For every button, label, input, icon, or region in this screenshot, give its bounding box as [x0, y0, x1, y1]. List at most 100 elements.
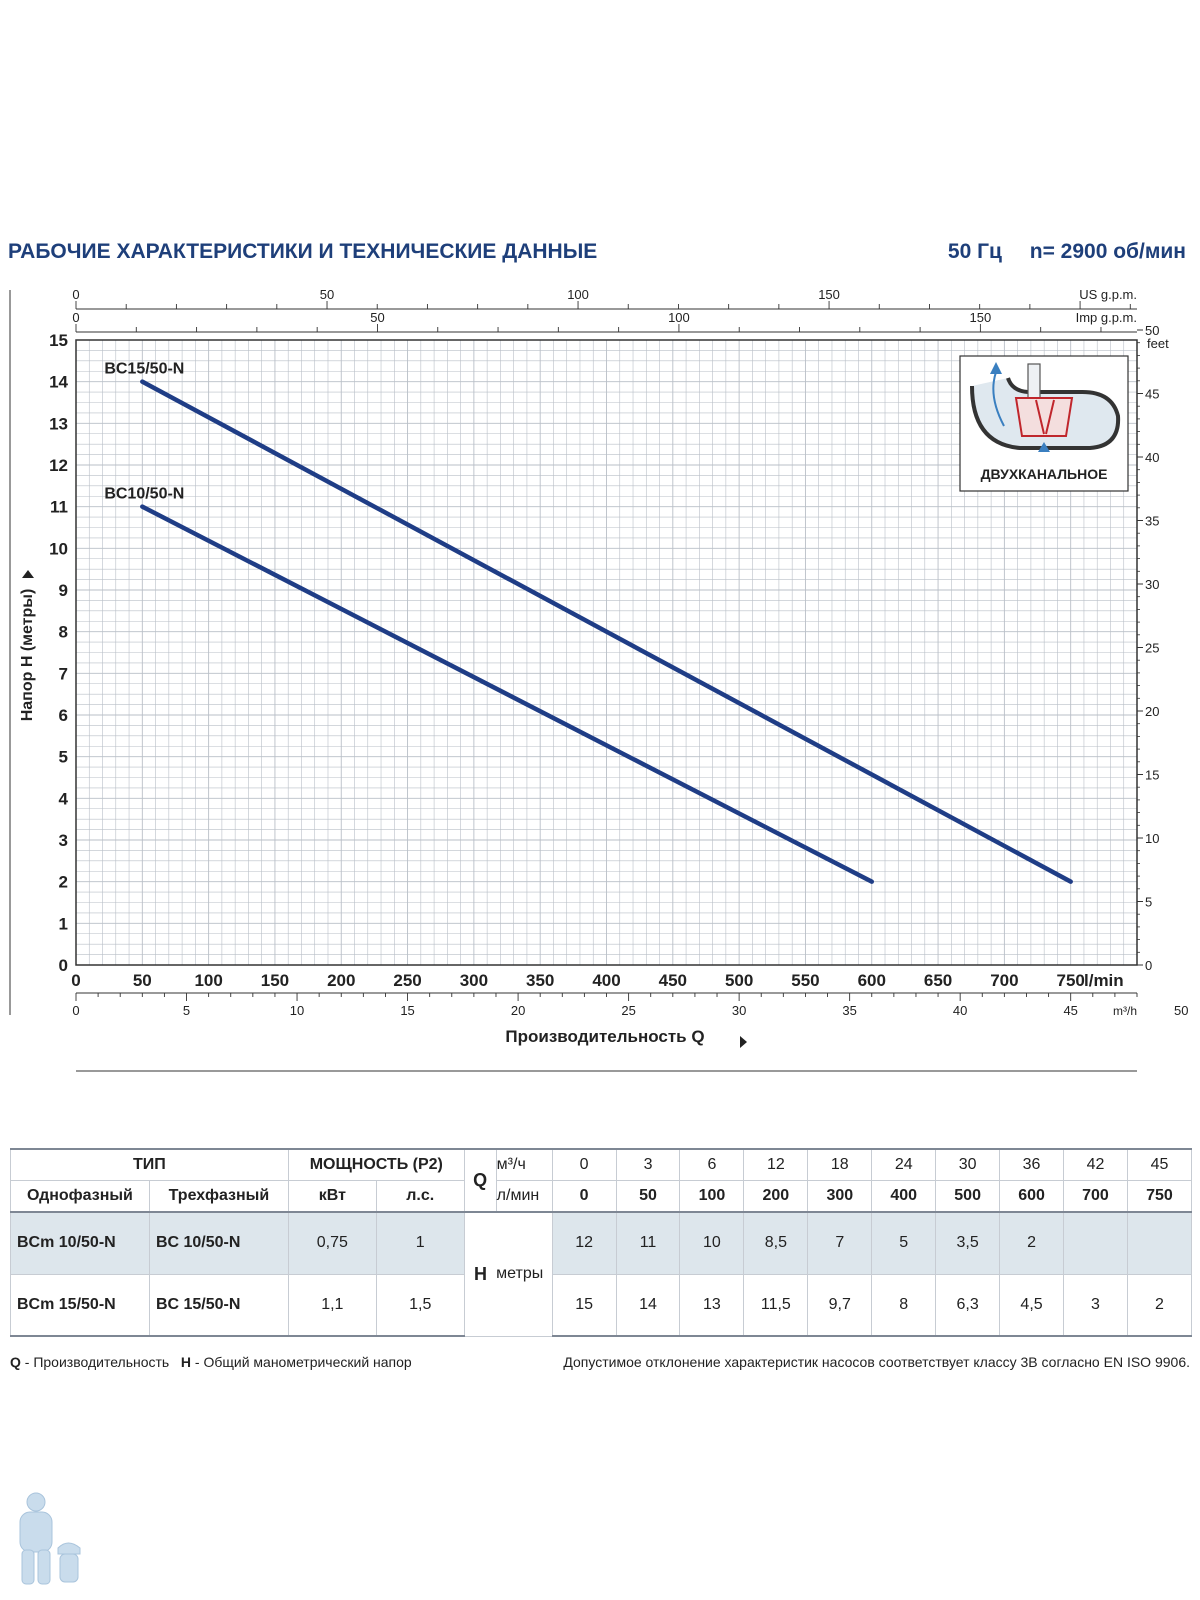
q-m3h-cell: 0: [551, 1148, 617, 1181]
model-single-phase: BCm 15/50-N: [10, 1273, 150, 1337]
q-lmin-cell: 500: [935, 1180, 1001, 1213]
head-cell: 10: [679, 1211, 745, 1275]
x-tick-label: 600: [858, 971, 886, 990]
kw-header: кВт: [287, 1180, 377, 1213]
y-tick-label: 14: [49, 373, 68, 392]
imp-gpm-label: Imp g.p.m.: [1076, 310, 1137, 325]
head-cell: 11,5: [743, 1273, 809, 1337]
h-unit: метры: [496, 1211, 553, 1337]
m3h-tick-label: 35: [842, 1003, 856, 1018]
footnote-q-key: Q: [10, 1354, 21, 1370]
series-label: BC10/50-N: [104, 486, 184, 503]
footnote-q-text: - Производительность: [20, 1354, 170, 1370]
m3h-tick-label: 20: [511, 1003, 525, 1018]
x-tick-label: 300: [460, 971, 488, 990]
head-cell: 2: [999, 1211, 1065, 1275]
head-cell: 8,5: [743, 1211, 809, 1275]
h-label: H: [463, 1211, 497, 1337]
x-unit-label: l/min: [1084, 971, 1124, 990]
x-tick-label: 150: [261, 971, 289, 990]
q-lmin-cell: 750: [1126, 1180, 1193, 1213]
footnote-legend: Q - Производительность H - Общий маномет…: [10, 1354, 412, 1370]
head-cell: 4,5: [999, 1273, 1065, 1337]
head-cell: 6,3: [935, 1273, 1001, 1337]
y-tick-label: 6: [59, 706, 68, 725]
m3h-unit-label: m³/h: [1113, 1004, 1137, 1018]
imp-gpm-tick-label: 150: [970, 310, 992, 325]
q-m3h-cell: 30: [935, 1148, 1001, 1181]
y-tick-label: 15: [49, 331, 68, 350]
y-tick-label: 10: [49, 539, 68, 558]
x-tick-label: 500: [725, 971, 753, 990]
type-header: ТИП: [10, 1148, 289, 1181]
us-gpm-tick-label: 0: [72, 287, 79, 302]
feet-tick-label: 40: [1145, 450, 1159, 465]
footnote-h-key: H: [180, 1354, 192, 1370]
series-line-BC15/50-N: [140, 379, 1073, 884]
head-cell: 3,5: [935, 1211, 1001, 1275]
y-axis-title: Напор H (метры): [19, 589, 36, 722]
q-lmin-cell: 600: [999, 1180, 1065, 1213]
q-m3h-cell: 45: [1126, 1148, 1193, 1181]
head-cell: 13: [679, 1273, 745, 1337]
feet-tick-label: 30: [1145, 577, 1159, 592]
q-lmin-cell: 50: [615, 1180, 681, 1213]
q-lmin-cell: 700: [1063, 1180, 1128, 1213]
us-gpm-label: US g.p.m.: [1079, 287, 1137, 302]
y-tick-label: 1: [59, 914, 68, 933]
imp-gpm-tick-label: 50: [370, 310, 384, 325]
feet-tick-label: 15: [1145, 768, 1159, 783]
model-single-phase: BCm 10/50-N: [10, 1211, 150, 1275]
table-row: BCm 15/50-N BC 15/50-N 1,1 1,5 15 14 13 …: [10, 1273, 1193, 1337]
q-m3h-cell: 18: [807, 1148, 873, 1181]
series-line-BC10/50-N: [140, 504, 874, 884]
x-tick-label: 350: [526, 971, 554, 990]
technical-data-table: ТИП МОЩНОСТЬ (P2) Q м³/ч 0 3 6 12 18 24 …: [10, 1148, 1193, 1337]
feet-tick-label: 5: [1145, 895, 1152, 910]
model-three-phase: BC 10/50-N: [148, 1211, 289, 1275]
y-tick-label: 0: [59, 956, 68, 975]
q-m3h-cell: 6: [679, 1148, 745, 1181]
x-tick-label: 750: [1057, 971, 1085, 990]
m3h-tick-label: 40: [953, 1003, 967, 1018]
speed-spec: 50 Гц n= 2900 об/мин: [926, 240, 1186, 264]
table-header-row-1: ТИП МОЩНОСТЬ (P2) Q м³/ч 0 3 6 12 18 24 …: [10, 1148, 1193, 1213]
footnote-h-text: - Общий манометрический напор: [191, 1354, 412, 1370]
hp-header: л.с.: [375, 1180, 465, 1213]
y-tick-label: 4: [59, 789, 69, 808]
x-tick-label: 400: [592, 971, 620, 990]
m3h-tick-label: 30: [732, 1003, 746, 1018]
m3h-tick-label: 0: [72, 1003, 79, 1018]
head-cell: 15: [551, 1273, 617, 1337]
inset-label: ДВУХКАНАЛЬНОЕ: [981, 466, 1108, 482]
imp-gpm-tick-label: 0: [72, 310, 79, 325]
x-tick-label: 700: [990, 971, 1018, 990]
frequency-label: 50 Гц: [947, 240, 1002, 263]
head-cell: 7: [807, 1211, 873, 1275]
x-tick-label: 0: [71, 971, 80, 990]
power-hp: 1: [375, 1211, 465, 1275]
y-tick-label: 5: [59, 748, 68, 767]
flow-arrow-icon: [992, 371, 1005, 427]
m3h-unit: м³/ч: [495, 1148, 553, 1181]
q-lmin-cell: 100: [679, 1180, 745, 1213]
head-cell: 3: [1063, 1273, 1128, 1337]
m3h-tick-label: 10: [290, 1003, 304, 1018]
y-tick-label: 3: [59, 831, 68, 850]
x-tick-label: 250: [393, 971, 421, 990]
head-cell: [1063, 1211, 1128, 1275]
m3h-tick-label: 50: [1174, 1003, 1188, 1018]
q-label: Q: [463, 1148, 497, 1213]
x-tick-label: 50: [133, 971, 152, 990]
q-lmin-cell: 200: [743, 1180, 809, 1213]
y-tick-label: 7: [59, 664, 68, 683]
m3h-tick-label: 15: [400, 1003, 414, 1018]
us-gpm-tick-label: 50: [320, 287, 334, 302]
y-tick-label: 2: [59, 873, 68, 892]
x-tick-label: 550: [791, 971, 819, 990]
y-tick-label: 12: [49, 456, 68, 475]
y-tick-label: 11: [50, 498, 68, 517]
head-cell: [1126, 1211, 1193, 1275]
x-axis-arrow-icon: [740, 1036, 747, 1048]
single-phase-header: Однофазный: [10, 1180, 150, 1213]
